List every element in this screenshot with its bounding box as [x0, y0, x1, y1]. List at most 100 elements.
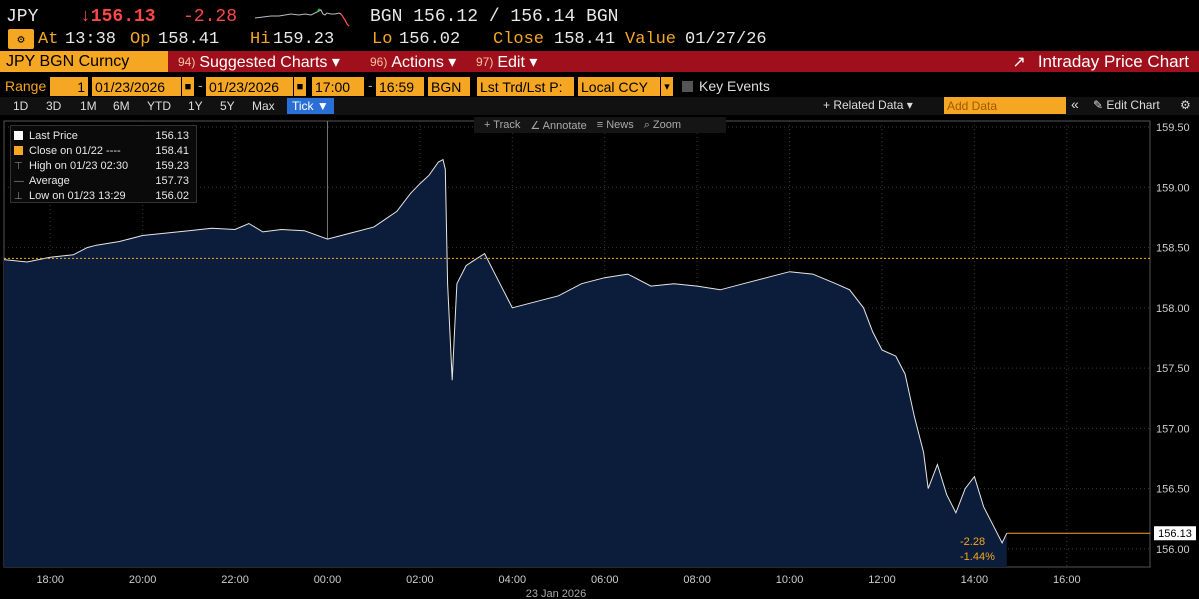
- actions-label: Actions ▾: [391, 53, 457, 71]
- chart-legend: Last Price 156.13 Close on 01/22 ---- 15…: [10, 125, 197, 203]
- edit-num: 97): [476, 54, 494, 69]
- range-count-input[interactable]: 1: [50, 77, 88, 96]
- legend-label: Average: [29, 174, 70, 187]
- last-price-marker: [1154, 526, 1196, 541]
- period-3d[interactable]: 3D: [46, 99, 62, 113]
- edit-menu[interactable]: 97) Edit ▾: [476, 51, 537, 72]
- value-date: 01/27/26: [685, 29, 767, 49]
- price-area: [4, 159, 1007, 567]
- source-input[interactable]: BGN: [428, 77, 470, 96]
- legend-value: 156.02: [155, 189, 189, 202]
- change-pct-annotation: -1.44%: [960, 551, 995, 563]
- actions-menu[interactable]: 96) Actions ▾: [370, 51, 456, 72]
- x-tick-label: 04:00: [499, 574, 527, 586]
- legend-label: Low on 01/23 13:29: [29, 189, 126, 202]
- value-date-label: Value: [625, 29, 677, 49]
- y-tick-label: 157.00: [1156, 423, 1190, 435]
- currency-select[interactable]: Local CCY: [578, 77, 660, 96]
- x-tick-label: 18:00: [36, 574, 64, 586]
- add-data-input[interactable]: Add Data: [944, 97, 1066, 114]
- legend-swatch: [14, 131, 23, 140]
- security-field[interactable]: JPY BGN Curncy: [0, 51, 168, 72]
- x-tick-label: 10:00: [776, 574, 804, 586]
- collapse-icon[interactable]: «: [1071, 96, 1079, 112]
- calendar-icon[interactable]: ■: [294, 77, 306, 96]
- x-tick-label: 20:00: [129, 574, 157, 586]
- chevron-down-icon[interactable]: ▾: [661, 77, 673, 96]
- price-chart[interactable]: 156.00 156.50 157.00 157.50 158.00 158.50 159.…: [0, 115, 1199, 599]
- x-axis: 18:00 20:00 22:00 00:00 02:00 04:00 06:00 08:00…: [36, 574, 1080, 586]
- lock-tag-icon[interactable]: ⚙: [8, 29, 34, 49]
- open-label: Op: [130, 29, 151, 49]
- suggested-label: Suggested Charts ▾: [199, 53, 340, 71]
- y-axis: 156.00 156.50 157.00 157.50 158.00 158.50 159.…: [1156, 122, 1190, 556]
- close-value: 158.41: [554, 29, 616, 49]
- legend-row-low[interactable]: ⊥ Low on 01/23 13:29 156.02: [14, 188, 193, 203]
- range-label: Range: [5, 78, 47, 94]
- key-events-label: Key Events: [699, 78, 770, 94]
- chart-tools: + Track ∠ Annotate ≡ News ⌕ Zoom: [474, 117, 726, 133]
- zoom-tool[interactable]: ⌕ Zoom: [643, 118, 682, 131]
- calendar-icon[interactable]: ■: [182, 77, 194, 96]
- legend-value: 158.41: [155, 144, 189, 157]
- high-value: 159.23: [273, 29, 335, 49]
- low-value: 156.02: [399, 29, 461, 49]
- last-price-marker-label: 156.13: [1158, 528, 1192, 540]
- x-axis-date-label: 23 Jan 2026: [526, 588, 587, 599]
- legend-row-high[interactable]: ⊤ High on 01/23 02:30 159.23: [14, 158, 193, 173]
- y-tick-label: 158.00: [1156, 303, 1190, 315]
- x-tick-label: 00:00: [314, 574, 342, 586]
- legend-value: 157.73: [155, 174, 189, 187]
- y-tick-label: 159.50: [1156, 122, 1190, 134]
- high-label: Hi: [250, 29, 271, 49]
- field-select[interactable]: Lst Trd/Lst P:: [477, 77, 574, 96]
- start-date-input[interactable]: 01/23/2026: [92, 77, 181, 96]
- y-tick-label: 156.00: [1156, 544, 1190, 556]
- sparkline: [255, 8, 350, 27]
- high-marker-icon: ⊤: [14, 161, 23, 172]
- period-ytd[interactable]: YTD: [147, 99, 171, 113]
- gear-icon[interactable]: ⚙: [1180, 98, 1191, 112]
- suggested-charts-menu[interactable]: 94) Suggested Charts ▾: [178, 51, 340, 72]
- related-data-button[interactable]: + Related Data ▾: [823, 98, 913, 112]
- period-1m[interactable]: 1M: [80, 99, 97, 113]
- edit-chart-button[interactable]: ✎ Edit Chart: [1093, 98, 1160, 112]
- track-tool[interactable]: + Track: [484, 119, 521, 131]
- period-tick[interactable]: Tick ▼: [287, 98, 334, 114]
- period-1d[interactable]: 1D: [13, 99, 29, 113]
- annotate-tool[interactable]: ∠ Annotate: [530, 119, 587, 132]
- x-tick-label: 12:00: [868, 574, 896, 586]
- legend-row-last[interactable]: Last Price 156.13: [14, 128, 193, 143]
- at-value: 13:38: [65, 29, 117, 49]
- x-tick-label: 08:00: [683, 574, 711, 586]
- legend-row-average[interactable]: — Average 157.73: [14, 173, 193, 188]
- chart-title: ↗ Intraday Price Chart: [1012, 51, 1189, 72]
- legend-label: Last Price: [29, 129, 78, 142]
- ticker-label: JPY: [6, 7, 39, 27]
- period-5y[interactable]: 5Y: [220, 99, 235, 113]
- news-tool[interactable]: ≡ News: [596, 119, 634, 131]
- at-label: At: [38, 29, 59, 49]
- period-6m[interactable]: 6M: [113, 99, 130, 113]
- external-link-icon[interactable]: ↗: [1012, 53, 1026, 71]
- time-dash: -: [368, 77, 373, 93]
- actions-num: 96): [370, 54, 388, 69]
- date-dash: -: [198, 77, 203, 93]
- x-tick-label: 22:00: [221, 574, 249, 586]
- change-annotation: -2.28: [960, 536, 985, 548]
- last-price: ↓156.13: [80, 7, 156, 27]
- period-max[interactable]: Max: [252, 99, 275, 113]
- menu-bar: JPY BGN Curncy 94) Suggested Charts ▾ 96…: [0, 51, 1199, 72]
- x-tick-label: 02:00: [406, 574, 434, 586]
- period-1y[interactable]: 1Y: [188, 99, 203, 113]
- legend-row-close[interactable]: Close on 01/22 ---- 158.41: [14, 143, 193, 158]
- end-time-input[interactable]: 16:59: [376, 77, 424, 96]
- legend-swatch: [14, 146, 23, 155]
- legend-value: 156.13: [155, 129, 189, 142]
- key-events-checkbox[interactable]: [682, 81, 693, 92]
- end-date-input[interactable]: 01/23/2026: [206, 77, 293, 96]
- bid-source: BGN: [370, 7, 403, 27]
- y-tick-label: 156.50: [1156, 484, 1190, 496]
- bid-ask-quote: BGN 156.12 / 156.14 BGN: [370, 7, 618, 27]
- start-time-input[interactable]: 17:00: [312, 77, 364, 96]
